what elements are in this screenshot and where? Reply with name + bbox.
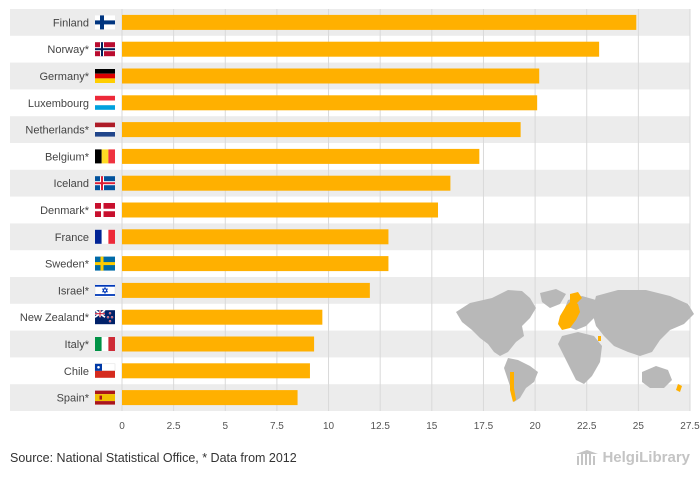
x-tick-label: 15: [426, 421, 438, 432]
bar: [122, 282, 370, 298]
category-label: New Zealand*: [20, 312, 90, 324]
brand-name: HelgiLibrary: [602, 449, 690, 466]
world-map-africa: [558, 332, 602, 384]
denmark-flag-icon: [95, 203, 115, 217]
category-label: Israel*: [58, 285, 90, 297]
x-tick-label: 20: [530, 421, 542, 432]
category-label: Denmark*: [40, 205, 90, 217]
finland-flag-icon: [95, 15, 115, 30]
world-map-new-zealand-highlight: [676, 384, 682, 392]
luxembourg-flag-icon: [95, 95, 115, 110]
flags: [94, 15, 116, 405]
x-tick-label: 5: [222, 421, 228, 432]
bar: [122, 363, 310, 379]
world-map-north-america: [456, 290, 536, 356]
category-label: Belgium*: [45, 151, 90, 163]
category-label: Chile: [64, 366, 89, 378]
x-tick-label: 22.5: [577, 421, 597, 432]
category-label: Iceland: [54, 178, 89, 190]
bar: [122, 95, 538, 111]
category-label: Spain*: [57, 393, 90, 405]
bar: [122, 309, 323, 325]
bar: [122, 390, 298, 406]
world-map-europe-highlight: [558, 300, 580, 330]
library-icon: [576, 449, 599, 466]
bars: [122, 14, 637, 406]
world-map-greenland: [540, 289, 566, 308]
spain-flag-icon: [95, 390, 115, 405]
world-map-australia: [642, 366, 672, 388]
bar: [122, 175, 451, 191]
x-tick-label: 0: [119, 421, 125, 432]
netherlands-flag-icon: [95, 122, 115, 137]
x-axis-ticks: 0 2.5 5 7.5 10 12.5 15 17.5 20 22.5 25 27.5: [119, 421, 700, 432]
bar: [122, 68, 540, 84]
norway-flag-icon: [95, 42, 115, 57]
world-map-scandinavia-highlight: [570, 292, 582, 304]
italy-flag-icon: [95, 337, 115, 351]
category-label: Germany*: [39, 71, 89, 83]
bar: [122, 202, 439, 218]
category-label: Finland: [53, 17, 89, 29]
x-tick-label: 2.5: [167, 421, 181, 432]
x-tick-label: 27.5: [680, 421, 700, 432]
x-tick-label: 12.5: [370, 421, 390, 432]
x-tick-label: 17.5: [474, 421, 494, 432]
category-label: France: [55, 232, 89, 244]
category-labels: Finland Norway* Germany* Luxembourg Netherla…: [20, 17, 90, 404]
world-map-chile-highlight: [510, 372, 516, 402]
israel-flag-icon: [94, 283, 116, 298]
x-tick-label: 25: [633, 421, 645, 432]
sweden-flag-icon: [95, 256, 115, 271]
x-tick-label: 10: [323, 421, 335, 432]
category-label: Italy*: [65, 339, 90, 351]
france-flag-icon: [95, 229, 115, 244]
belgium-flag-icon: [95, 149, 115, 164]
brand-logo[interactable]: HelgiLibrary: [576, 449, 690, 466]
world-map-asia: [592, 290, 694, 356]
chile-flag-icon: [94, 363, 116, 378]
bar: [122, 229, 389, 245]
bar: [122, 336, 315, 352]
iceland-flag-icon: [95, 176, 115, 191]
bar: [122, 41, 600, 57]
bar: [122, 122, 521, 138]
world-map-inset: [456, 289, 694, 402]
bar: [122, 148, 480, 164]
new-zealand-flag-icon: [94, 309, 115, 325]
bar: [122, 14, 637, 30]
category-label: Netherlands*: [25, 125, 89, 137]
germany-flag-icon: [95, 69, 115, 83]
category-label: Luxembourg: [28, 98, 89, 110]
x-tick-label: 7.5: [270, 421, 284, 432]
source-note: Source: National Statistical Office, * D…: [10, 451, 297, 465]
category-label: Sweden*: [45, 259, 90, 271]
bar: [122, 256, 389, 272]
category-label: Norway*: [47, 44, 89, 56]
world-map-israel-highlight: [598, 336, 601, 341]
